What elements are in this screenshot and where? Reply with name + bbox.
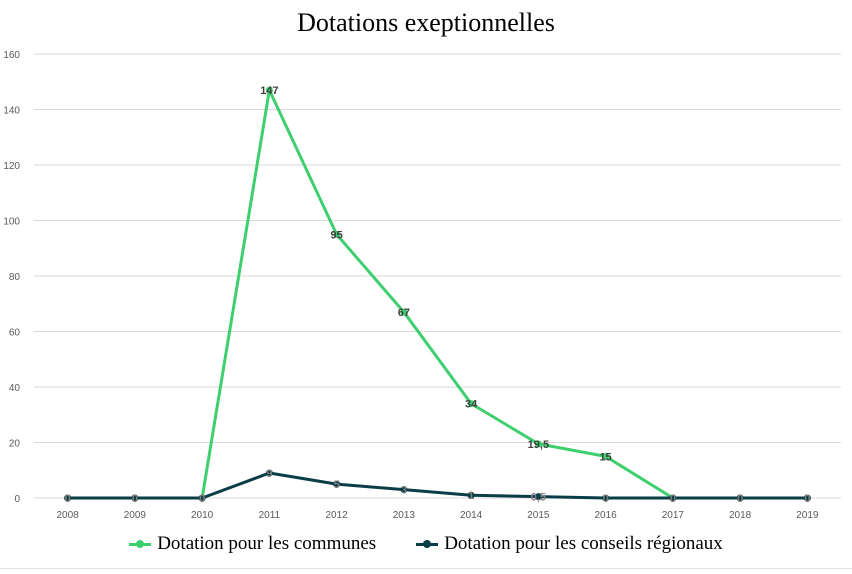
series-line-1 [67,471,808,500]
y-tick-label: 120 [3,161,20,172]
x-tick-label: 2018 [729,510,752,521]
data-label: 1 [468,490,474,502]
x-tick-label: 2010 [191,510,214,521]
data-point [333,230,341,238]
data-label: 3 [401,485,407,497]
data-point [602,494,610,502]
data-label: 0 [65,493,71,505]
x-tick-label: 2013 [393,510,416,521]
data-label: 15 [600,451,612,463]
x-tick-label: 2012 [326,510,349,521]
series-line-0 [67,88,808,500]
chart-title: Dotations exeptionnelles [297,8,555,37]
y-tick-label: 80 [9,272,21,283]
data-label: 0 [132,493,138,505]
x-tick-label: 2008 [57,510,80,521]
y-tick-label: 20 [9,439,21,450]
data-label: 67 [398,307,410,319]
x-tick-label: 2016 [595,510,618,521]
legend-label-conseils-regionaux: Dotation pour les conseils régionaux [444,533,723,554]
data-label: 34 [465,399,478,411]
data-point [400,308,408,316]
x-tick-label: 2017 [662,510,685,521]
legend-swatch-communes [129,539,152,548]
data-label: 0 [804,493,810,505]
legend: Dotation pour les communes Dotation pour… [0,533,852,555]
data-label: 0 [737,493,743,505]
data-point [534,493,542,501]
data-label: 0 [670,493,676,505]
legend-item-conseils-regionaux: Dotation pour les conseils régionaux [416,533,723,555]
data-label: 0 [199,493,205,505]
data-point [467,400,475,408]
data-label: 19,5 [528,439,549,451]
y-tick-label: 0 [14,494,20,505]
data-point [333,480,341,488]
data-label: 0 [65,493,71,505]
data-label: 0 [804,493,810,505]
data-label: 147 [260,85,278,97]
data-point [64,494,72,502]
data-point [467,491,475,499]
x-tick-label: 2014 [460,510,483,521]
data-label: 0,5 [531,492,546,504]
data-point [198,494,206,502]
y-tick-label: 60 [9,328,21,339]
legend-swatch-conseils-regionaux [416,539,439,548]
x-axis-ticks: 2008 2009 2010 2011 2012 2013 2014 2015 2016 2017… [57,510,819,521]
y-tick-label: 160 [3,50,20,61]
series-lines [64,86,811,502]
data-point [803,494,811,502]
x-tick-label: 2011 [259,510,281,521]
y-tick-label: 100 [3,217,20,228]
data-label: 9 [266,468,272,480]
data-label: 5 [334,479,340,491]
data-point [400,486,408,494]
data-point [602,452,610,460]
data-point [534,440,542,448]
y-tick-label: 40 [9,383,21,394]
bottom-divider [0,568,852,569]
x-tick-label: 2009 [124,510,147,521]
data-point [265,469,273,477]
data-point [265,86,273,94]
grid-lines [34,53,841,499]
data-label: 0 [132,493,138,505]
legend-item-communes: Dotation pour les communes [129,533,376,555]
data-label: 95 [331,229,343,241]
data-point [736,494,744,502]
y-axis-ticks: 0 20 40 60 80 100 120 140 160 [3,50,20,505]
data-point [131,494,139,502]
x-tick-label: 2015 [527,510,550,521]
data-label: 0 [199,493,205,505]
y-tick-label: 140 [3,106,20,117]
x-tick-label: 2019 [796,510,819,521]
data-point [669,494,677,502]
data-label: 0 [737,493,743,505]
legend-label-communes: Dotation pour les communes [157,533,377,554]
data-label: 0 [670,493,676,505]
data-label: 0 [603,493,609,505]
